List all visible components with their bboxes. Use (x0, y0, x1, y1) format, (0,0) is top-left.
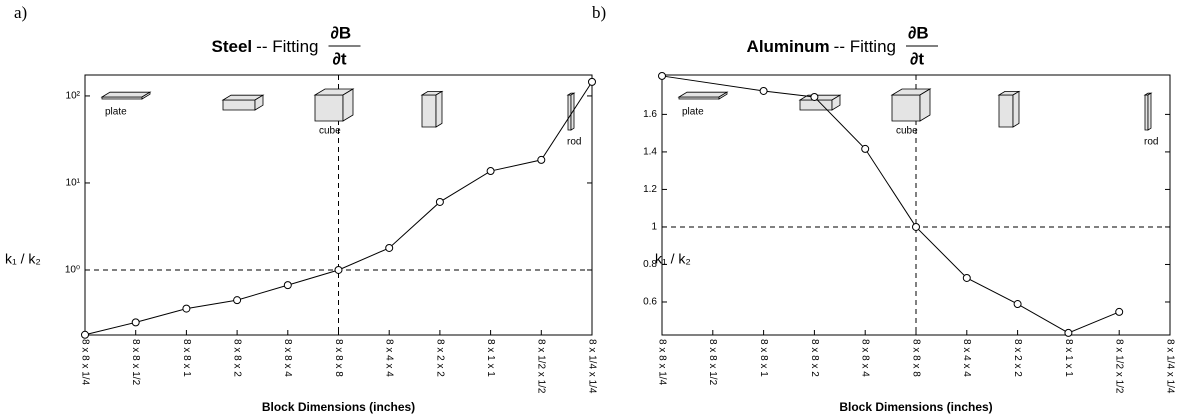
point (1013, 300, 1022, 309)
y-tick-label: 1.6 (643, 109, 657, 120)
annotation: rod (1144, 137, 1158, 148)
x-axis-label: Block Dimensions (inches) (839, 400, 992, 414)
point (658, 71, 666, 80)
point (385, 243, 394, 252)
point (861, 144, 870, 153)
annotation: cube (896, 126, 918, 137)
x-tick-label: 8 x 1/4 x 1/4 (1164, 339, 1175, 394)
x-tick-label: 8 x 8 x 4 (860, 339, 871, 377)
icon (314, 94, 344, 122)
icon (919, 88, 931, 122)
title-numerator: ∂B (908, 23, 929, 42)
point (588, 77, 596, 86)
panel-label: b) (592, 3, 606, 22)
annotation: plate (682, 107, 704, 118)
icon (799, 99, 833, 111)
point (182, 304, 191, 313)
x-tick-label: 8 x 8 x 1/4 (656, 339, 667, 386)
title-suffix: -- Fitting (834, 37, 896, 56)
x-tick-label: 8 x 4 x 4 (384, 339, 395, 377)
point (283, 281, 292, 290)
y-tick-label: 0.6 (643, 297, 657, 308)
point (1115, 307, 1124, 316)
point (962, 273, 971, 282)
point (233, 296, 242, 305)
icon (718, 91, 728, 100)
y-tick-label: 0.8 (643, 259, 657, 270)
annotation: plate (105, 107, 127, 118)
point (81, 330, 89, 339)
x-tick-label: 8 x 1 x 1 (485, 339, 496, 377)
icon (435, 90, 443, 128)
panel-label: a) (14, 3, 27, 22)
x-tick-label: 8 x 1/2 x 1/2 (1114, 339, 1125, 394)
point (759, 86, 768, 95)
point (486, 167, 495, 176)
point (435, 197, 444, 206)
point (810, 92, 819, 101)
x-tick-label: 8 x 8 x 4 (282, 339, 293, 377)
x-tick-label: 8 x 8 x 8 (910, 339, 921, 377)
annotation: rod (567, 137, 581, 148)
x-axis-label: Block Dimensions (inches) (262, 400, 415, 414)
series-line (661, 75, 1120, 334)
x-tick-label: 8 x 2 x 2 (1012, 339, 1023, 377)
x-tick-label: 8 x 8 x 8 (333, 339, 344, 377)
y-tick-label: 1 (651, 222, 657, 233)
x-tick-label: 8 x 8 x 2 (809, 339, 820, 377)
icon (998, 94, 1014, 128)
title-suffix: -- Fitting (256, 37, 318, 56)
icon (1012, 90, 1020, 128)
title-bold: Aluminum (747, 37, 830, 56)
x-tick-label: 8 x 1/2 x 1/2 (536, 339, 547, 394)
icon (567, 94, 572, 131)
y-tick-label: 1.2 (643, 184, 657, 195)
icon (421, 94, 437, 128)
title-denominator: ∂t (910, 49, 924, 68)
x-tick-label: 8 x 1 x 1 (1063, 339, 1074, 377)
y-tick-label: 10⁰ (65, 265, 80, 276)
x-tick-label: 8 x 8 x 1 (758, 339, 769, 377)
icon (141, 91, 151, 100)
y-axis-label: k₁ / k₂ (5, 251, 41, 267)
icon (1144, 94, 1149, 131)
x-tick-label: 8 x 8 x 1/2 (707, 339, 718, 386)
x-tick-label: 8 x 4 x 4 (961, 339, 972, 377)
annotation: cube (319, 126, 341, 137)
x-tick-label: 8 x 2 x 2 (434, 339, 445, 377)
x-tick-label: 8 x 1/4 x 1/4 (586, 339, 597, 394)
point (131, 318, 140, 327)
title-numerator: ∂B (331, 23, 352, 42)
y-axis-label: k₁ / k₂ (655, 251, 691, 267)
title-bold: Steel (212, 37, 253, 56)
y-tick-label: 10² (66, 91, 81, 102)
chart-title: Aluminum -- Fitting (747, 37, 896, 56)
point (334, 265, 343, 274)
icon (254, 94, 264, 111)
x-tick-label: 8 x 8 x 2 (231, 339, 242, 377)
x-tick-label: 8 x 8 x 1/4 (79, 339, 90, 386)
y-tick-label: 10¹ (66, 178, 81, 189)
icon (831, 94, 841, 111)
x-tick-label: 8 x 8 x 1 (181, 339, 192, 377)
chart-title: Steel -- Fitting (212, 37, 319, 56)
icon (891, 94, 921, 122)
icon (342, 88, 354, 122)
title-denominator: ∂t (333, 49, 347, 68)
x-tick-label: 8 x 8 x 1/2 (130, 339, 141, 386)
y-tick-label: 1.4 (643, 147, 657, 158)
point (1064, 328, 1073, 337)
point (537, 155, 546, 164)
icon (1147, 92, 1152, 131)
point (912, 222, 920, 231)
icon (222, 99, 256, 111)
